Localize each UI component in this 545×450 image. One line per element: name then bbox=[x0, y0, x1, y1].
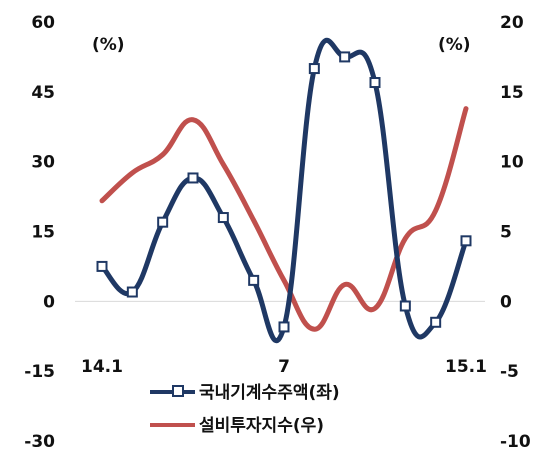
x-axis-labels: 14.1 7 15.1 bbox=[81, 357, 487, 377]
legend-item-facility-investment: 설비투자지수(우) bbox=[150, 416, 324, 436]
data-point-machinery-orders bbox=[217, 212, 229, 224]
data-point-machinery-orders bbox=[399, 300, 411, 312]
data-point-machinery-orders bbox=[248, 274, 260, 286]
right-axis-tick-label: 10 bbox=[500, 153, 524, 173]
left-axis-tick-label: -30 bbox=[24, 432, 55, 450]
left-axis-tick-label: 45 bbox=[31, 83, 55, 103]
series-line-facility-investment bbox=[99, 106, 469, 332]
right-axis-tick-label: 15 bbox=[500, 83, 524, 103]
right-axis-tick-label: 20 bbox=[500, 13, 524, 33]
left-axis-tick-label: -15 bbox=[24, 362, 55, 382]
right-axis-tick-label: -5 bbox=[500, 362, 519, 382]
x-axis-tick-label: 14.1 bbox=[81, 357, 123, 377]
x-axis-tick-label: 7 bbox=[278, 357, 290, 377]
data-point-machinery-orders bbox=[369, 77, 381, 89]
left-axis-unit: (%) bbox=[92, 35, 125, 55]
data-point-machinery-orders bbox=[187, 172, 199, 184]
left-axis-tick-label: 15 bbox=[31, 223, 55, 243]
data-point-machinery-orders bbox=[278, 321, 290, 333]
left-axis-tick-label: 0 bbox=[43, 292, 55, 312]
left-axis-tick-label: 30 bbox=[31, 153, 55, 173]
data-point-machinery-orders bbox=[126, 286, 138, 298]
legend: 국내기계수주액(좌) 설비투자지수(우) bbox=[150, 383, 340, 436]
right-axis-tick-label: 0 bbox=[500, 292, 512, 312]
right-axis-tick-label: 5 bbox=[500, 223, 512, 243]
left-axis: 60 45 30 15 0 -15 -30 bbox=[24, 13, 55, 450]
series-layer bbox=[96, 37, 472, 344]
data-point-machinery-orders bbox=[308, 63, 320, 75]
data-point-machinery-orders bbox=[96, 260, 108, 272]
legend-label-machinery-orders: 국내기계수주액(좌) bbox=[199, 383, 340, 403]
data-point-machinery-orders bbox=[430, 316, 442, 328]
right-axis-unit: (%) bbox=[438, 35, 471, 55]
right-axis-tick-label: -10 bbox=[500, 432, 531, 450]
data-point-machinery-orders bbox=[157, 216, 169, 228]
series-line-machinery-orders bbox=[99, 37, 469, 344]
right-axis: 20 15 10 5 0 -5 -10 bbox=[500, 13, 531, 450]
legend-marker-machinery bbox=[172, 385, 184, 397]
x-axis-tick-label: 15.1 bbox=[445, 357, 487, 377]
left-axis-tick-label: 60 bbox=[31, 13, 55, 33]
legend-item-machinery-orders: 국내기계수주액(좌) bbox=[150, 383, 340, 403]
data-point-machinery-orders bbox=[460, 235, 472, 247]
data-point-machinery-orders bbox=[339, 51, 351, 63]
legend-label-facility-investment: 설비투자지수(우) bbox=[199, 416, 324, 436]
